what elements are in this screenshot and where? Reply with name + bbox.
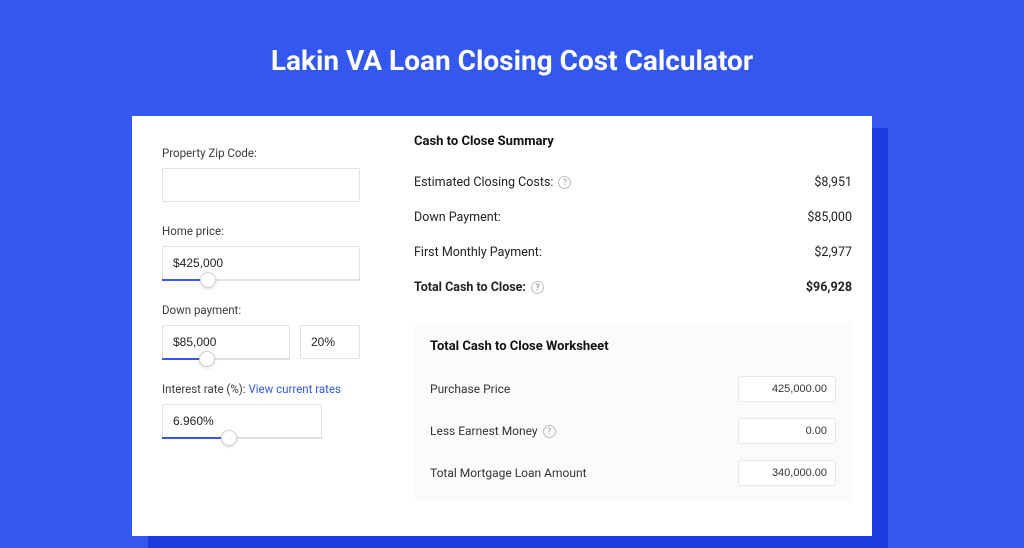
- page-title: Lakin VA Loan Closing Cost Calculator: [0, 0, 1024, 105]
- summary-row-value: $85,000: [807, 210, 852, 225]
- summary-row: First Monthly Payment: $2,977: [414, 235, 852, 270]
- home-price-slider-thumb[interactable]: [200, 272, 216, 288]
- interest-rate-slider[interactable]: [162, 437, 322, 439]
- down-payment-slider[interactable]: [162, 358, 290, 360]
- summary-title: Cash to Close Summary: [414, 134, 852, 149]
- summary-row: Total Cash to Close:? $96,928: [414, 270, 852, 305]
- worksheet-row-label: Total Mortgage Loan Amount: [430, 466, 587, 480]
- down-payment-percent-input[interactable]: [300, 325, 360, 359]
- inputs-column: Property Zip Code: Home price: Down paym…: [132, 116, 384, 536]
- summary-row: Down Payment: $85,000: [414, 200, 852, 235]
- interest-rate-slider-thumb[interactable]: [221, 430, 237, 446]
- home-price-input[interactable]: [162, 246, 360, 280]
- field-interest-rate: Interest rate (%): View current rates: [162, 382, 384, 439]
- worksheet-row-label: Purchase Price: [430, 382, 510, 396]
- summary-row-label: Total Cash to Close:?: [414, 280, 544, 295]
- summary-row-label: Down Payment:: [414, 210, 501, 225]
- down-payment-input[interactable]: [162, 325, 290, 359]
- help-icon[interactable]: ?: [531, 281, 544, 294]
- interest-rate-label-text: Interest rate (%):: [162, 382, 246, 396]
- view-rates-link[interactable]: View current rates: [248, 382, 341, 396]
- worksheet-row-value[interactable]: [738, 418, 836, 444]
- summary-row-value: $8,951: [814, 175, 852, 190]
- summary-rows: Estimated Closing Costs:? $8,951 Down Paym…: [414, 165, 852, 305]
- summary-row-label: Estimated Closing Costs:?: [414, 175, 571, 190]
- help-icon[interactable]: ?: [558, 176, 571, 189]
- field-zip: Property Zip Code:: [162, 146, 384, 202]
- worksheet-row: Total Mortgage Loan Amount: [430, 452, 836, 494]
- interest-rate-label: Interest rate (%): View current rates: [162, 382, 384, 396]
- zip-input[interactable]: [162, 168, 360, 202]
- down-payment-slider-thumb[interactable]: [199, 351, 215, 367]
- help-icon[interactable]: ?: [543, 425, 556, 438]
- results-column: Cash to Close Summary Estimated Closing …: [384, 116, 872, 536]
- field-down-payment: Down payment:: [162, 303, 384, 360]
- down-payment-label: Down payment:: [162, 303, 384, 317]
- home-price-label: Home price:: [162, 224, 384, 238]
- worksheet-row: Less Earnest Money?: [430, 410, 836, 452]
- summary-row: Estimated Closing Costs:? $8,951: [414, 165, 852, 200]
- worksheet-row-value[interactable]: [738, 376, 836, 402]
- worksheet-rows: Purchase Price Less Earnest Money? Total M…: [430, 368, 836, 494]
- worksheet-row-label: Less Earnest Money?: [430, 424, 556, 438]
- interest-rate-input[interactable]: [162, 404, 322, 438]
- summary-row-label: First Monthly Payment:: [414, 245, 542, 260]
- worksheet-section: Total Cash to Close Worksheet Purchase P…: [414, 323, 852, 502]
- field-home-price: Home price:: [162, 224, 384, 281]
- worksheet-title: Total Cash to Close Worksheet: [430, 339, 836, 354]
- interest-rate-slider-fill: [162, 437, 229, 439]
- home-price-slider[interactable]: [162, 279, 360, 281]
- zip-label: Property Zip Code:: [162, 146, 384, 160]
- summary-row-value: $96,928: [806, 280, 852, 295]
- summary-row-value: $2,977: [814, 245, 852, 260]
- worksheet-row: Purchase Price: [430, 368, 836, 410]
- worksheet-row-value[interactable]: [738, 460, 836, 486]
- calculator-card: Property Zip Code: Home price: Down paym…: [132, 116, 872, 536]
